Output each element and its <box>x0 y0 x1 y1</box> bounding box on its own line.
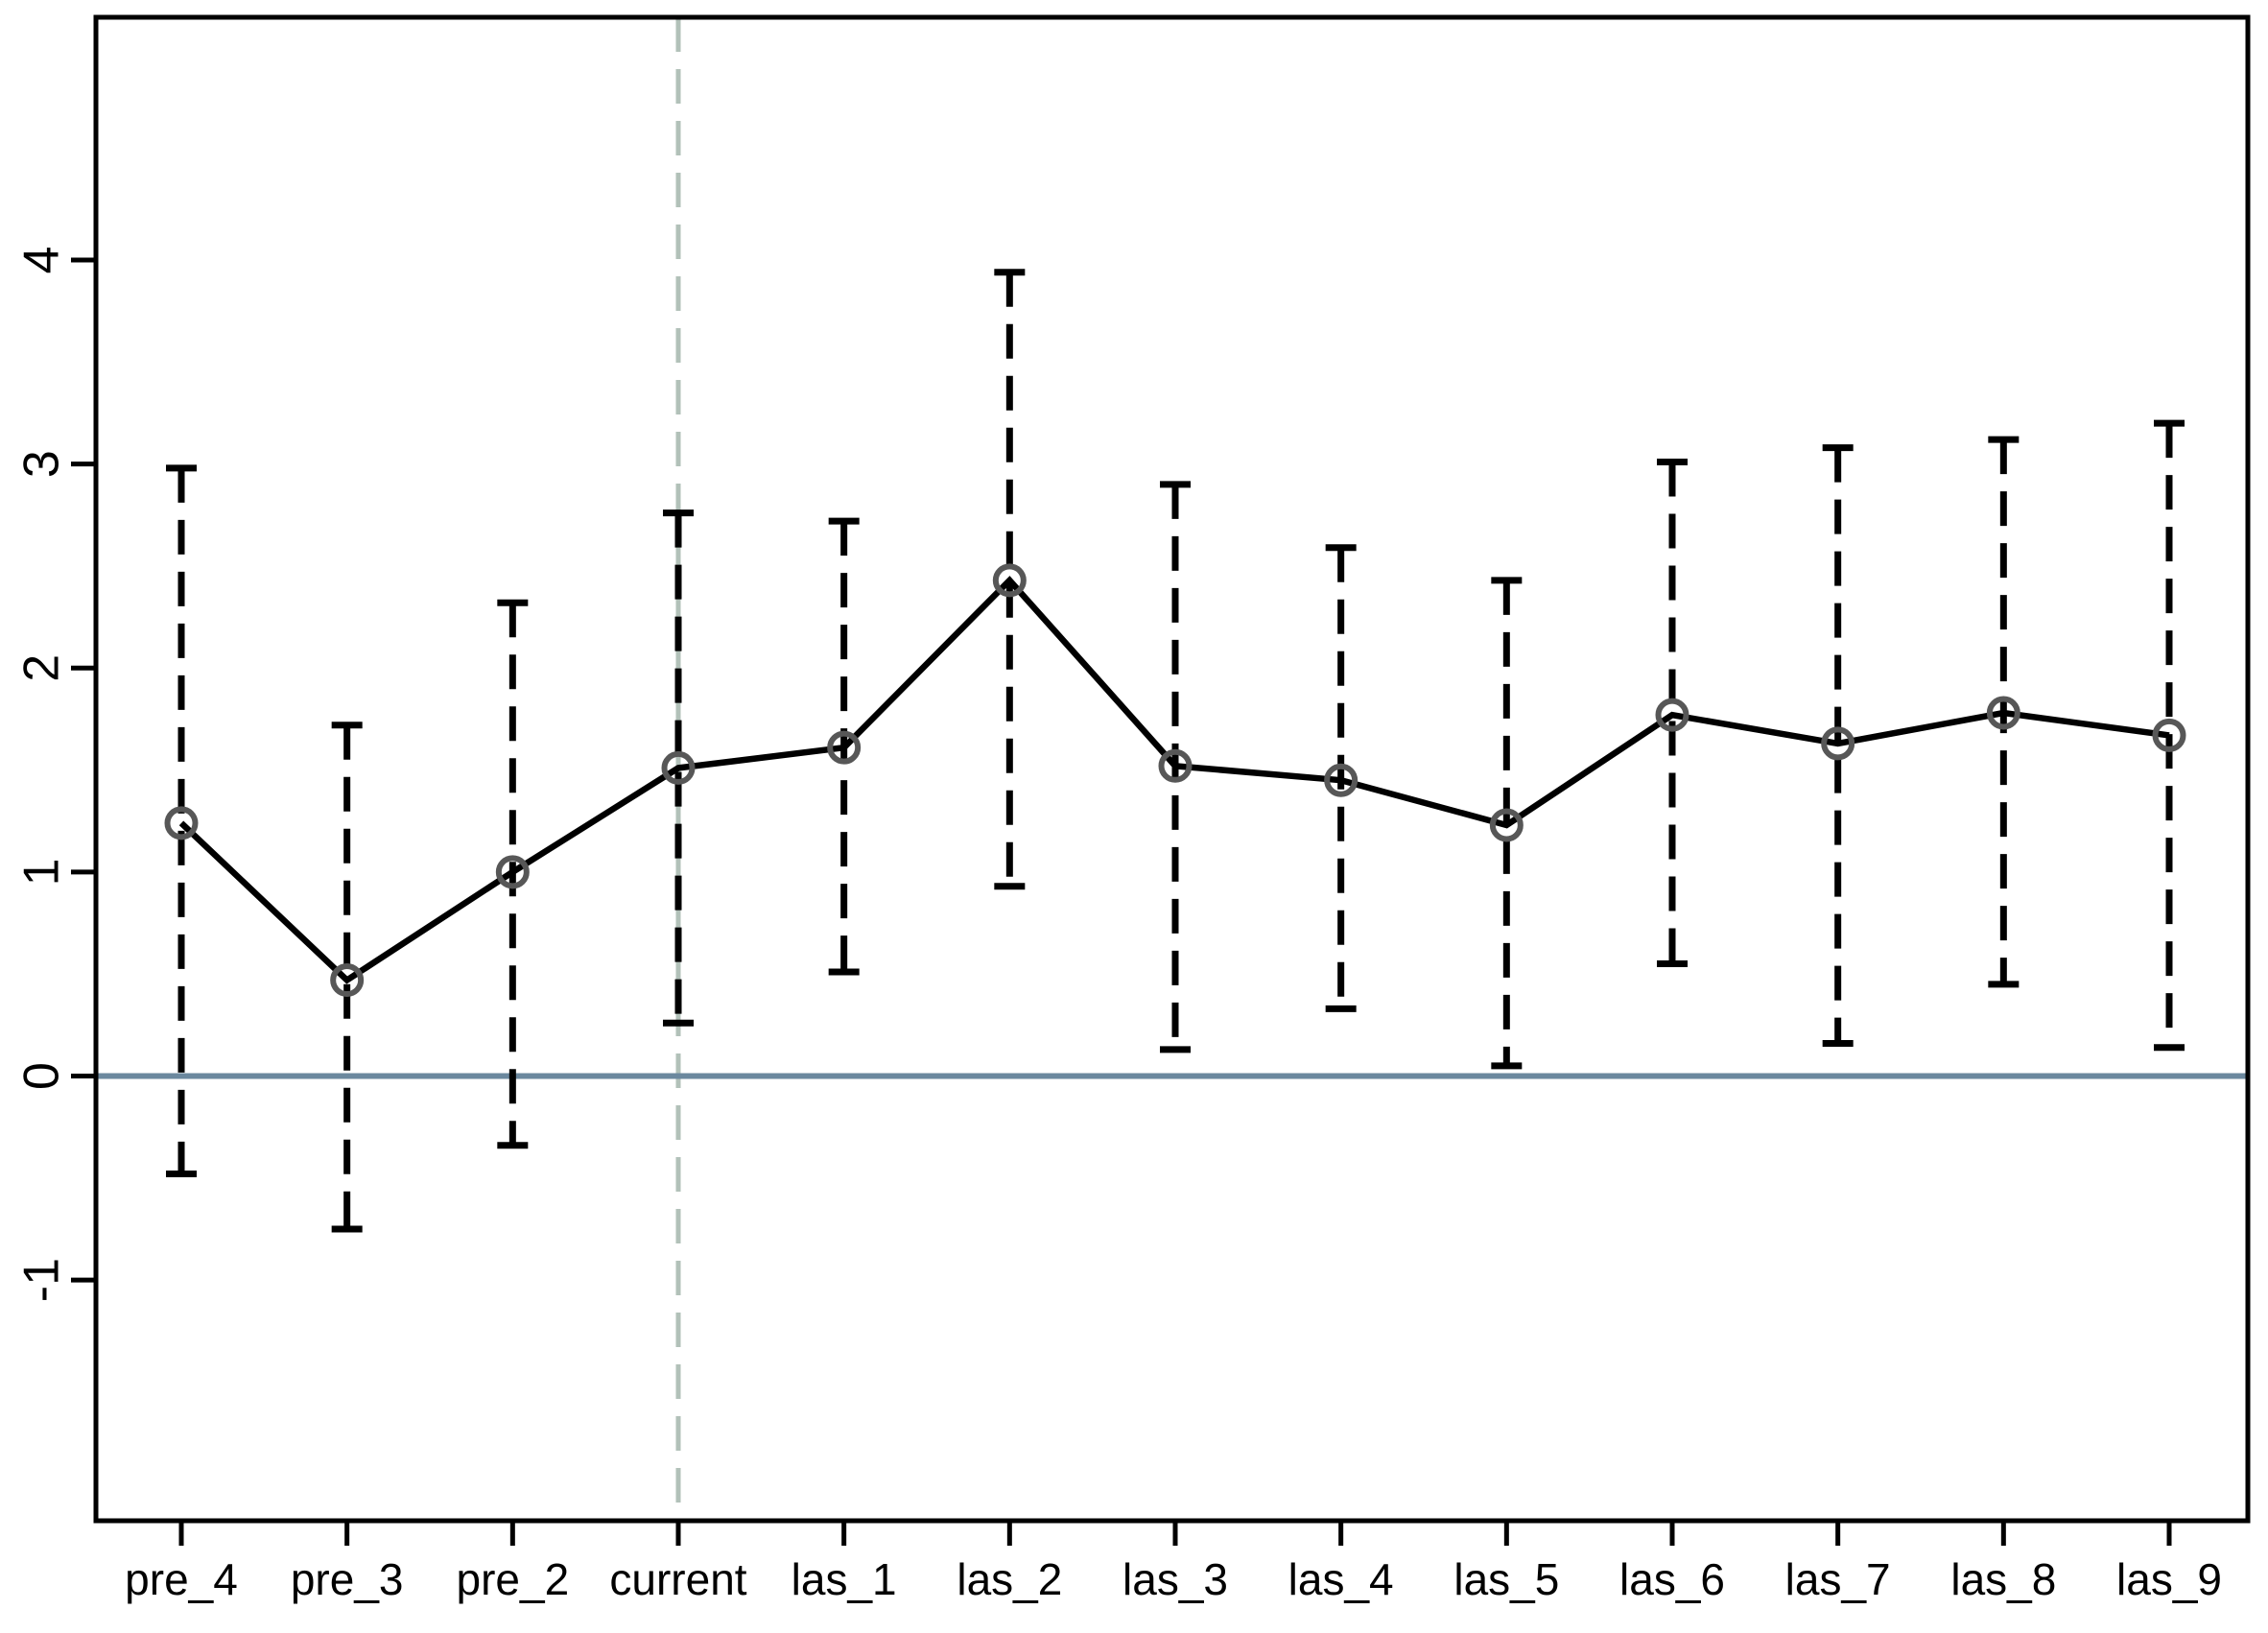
data-point-marker-las_1 <box>827 730 862 765</box>
x-tick-label-pre_4: pre_4 <box>125 1554 238 1604</box>
series-line <box>178 576 2170 984</box>
data-point-marker-las_4 <box>1324 763 1358 797</box>
data-point-marker-las_9 <box>2152 718 2186 752</box>
data-point-marker-las_6 <box>1655 698 1689 732</box>
x-tick-label-las_4: las_4 <box>1288 1554 1394 1604</box>
data-point-marker-current <box>661 750 696 785</box>
y-tick-label-3: 3 <box>14 450 70 478</box>
data-point-marker-pre_3 <box>330 963 365 998</box>
y-tick-label-4: 4 <box>14 247 70 274</box>
x-tick-label-las_3: las_3 <box>1122 1554 1228 1604</box>
data-point-marker-las_8 <box>1986 696 2020 730</box>
y-tick-label-1: 1 <box>14 858 70 886</box>
x-tick-label-las_2: las_2 <box>957 1554 1062 1604</box>
plot-border <box>93 14 2251 1524</box>
x-tick-label-las_7: las_7 <box>1785 1554 1891 1604</box>
y-tick-label-0: 0 <box>14 1062 70 1090</box>
data-point-marker-las_7 <box>1821 726 1855 761</box>
data-point-marker-pre_2 <box>495 855 530 889</box>
x-tick-label-las_1: las_1 <box>791 1554 897 1604</box>
data-point-marker-las_2 <box>992 563 1027 598</box>
data-point-marker-las_5 <box>1489 808 1524 842</box>
x-tick-label-las_6: las_6 <box>1619 1554 1725 1604</box>
x-tick-label-pre_2: pre_2 <box>457 1554 570 1604</box>
data-point-marker-pre_4 <box>164 806 199 840</box>
x-tick-label-las_9: las_9 <box>2116 1554 2222 1604</box>
y-tick-label--1: -1 <box>14 1258 70 1302</box>
y-tick-label-2: 2 <box>14 654 70 682</box>
x-tick-label-las_8: las_8 <box>1950 1554 2056 1604</box>
x-tick-label-current: current <box>609 1554 746 1604</box>
x-tick-label-pre_3: pre_3 <box>291 1554 404 1604</box>
data-point-marker-las_3 <box>1158 748 1193 783</box>
x-tick-label-las_5: las_5 <box>1453 1554 1559 1604</box>
